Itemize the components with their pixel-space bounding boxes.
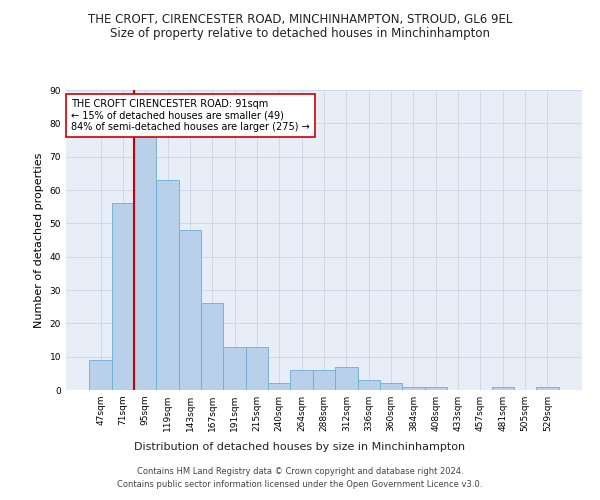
Text: Contains public sector information licensed under the Open Government Licence v3: Contains public sector information licen… (118, 480, 482, 489)
Bar (358, 380, 380, 390)
Y-axis label: Number of detached properties: Number of detached properties (34, 152, 44, 328)
Text: THE CROFT CIRENCESTER ROAD: 91sqm
← 15% of detached houses are smaller (49)
84% : THE CROFT CIRENCESTER ROAD: 91sqm ← 15% … (71, 99, 310, 132)
Bar (491, 386, 514, 390)
Text: Contains HM Land Registry data © Crown copyright and database right 2024.: Contains HM Land Registry data © Crown c… (137, 467, 463, 476)
Bar (223, 346, 246, 390)
Bar (89, 360, 112, 390)
Bar (201, 304, 223, 390)
Bar (246, 346, 268, 390)
Bar (313, 370, 335, 390)
Bar (179, 230, 201, 390)
Bar (536, 386, 559, 390)
Bar (380, 384, 402, 390)
Bar (402, 386, 425, 390)
Text: Distribution of detached houses by size in Minchinhampton: Distribution of detached houses by size … (134, 442, 466, 452)
Bar (268, 384, 290, 390)
Text: Size of property relative to detached houses in Minchinhampton: Size of property relative to detached ho… (110, 28, 490, 40)
Bar (290, 370, 313, 390)
Bar (134, 136, 157, 390)
Bar (335, 366, 358, 390)
Text: THE CROFT, CIRENCESTER ROAD, MINCHINHAMPTON, STROUD, GL6 9EL: THE CROFT, CIRENCESTER ROAD, MINCHINHAMP… (88, 12, 512, 26)
Bar (425, 386, 447, 390)
Bar (112, 204, 134, 390)
Bar (157, 180, 179, 390)
